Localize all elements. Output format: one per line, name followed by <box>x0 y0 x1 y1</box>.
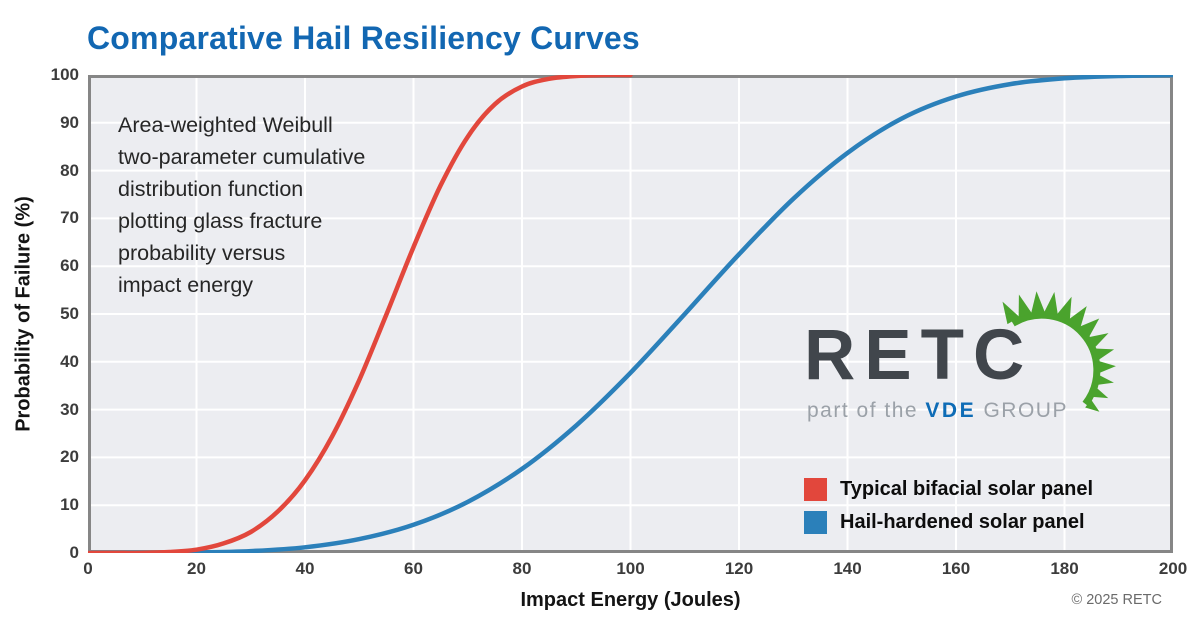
y-tick-label: 40 <box>60 351 79 371</box>
y-tick-label: 80 <box>60 160 79 180</box>
y-tick-label: 0 <box>69 543 79 562</box>
legend: Typical bifacial solar panel Hail-hardene… <box>804 477 1093 543</box>
curve-typical-bifacial-solar-panel <box>88 75 633 553</box>
x-tick-label: 80 <box>512 559 532 578</box>
y-tick-label: 100 <box>50 65 79 84</box>
x-tick-label: 0 <box>83 559 93 578</box>
annotation-line: plotting glass fracture <box>118 209 323 233</box>
annotation-line: probability versus <box>118 241 286 265</box>
legend-swatch <box>804 510 827 534</box>
y-tick-label: 30 <box>60 399 79 419</box>
retc-sun-icon <box>1002 291 1116 412</box>
tagline-suffix: GROUP <box>983 399 1068 422</box>
y-tick-label: 50 <box>60 304 79 323</box>
x-tick-label: 20 <box>187 559 206 578</box>
y-tick-label: 70 <box>60 208 79 228</box>
y-tick-label: 60 <box>60 256 79 276</box>
x-tick-label: 120 <box>724 559 754 578</box>
legend-row: Hail-hardened solar panel <box>804 510 1093 534</box>
x-tick-label: 180 <box>1050 559 1079 578</box>
legend-swatch <box>804 477 827 501</box>
retc-wordmark: RETC <box>804 316 1034 395</box>
annotation-line: impact energy <box>118 273 254 297</box>
plot-area: Area-weighted Weibull two-parameter cumu… <box>88 75 1173 553</box>
chart-title: Comparative Hail Resiliency Curves <box>87 20 640 56</box>
legend-label: Typical bifacial solar panel <box>840 477 1094 500</box>
annotation-line: Area-weighted Weibull <box>118 113 333 137</box>
x-tick-label: 100 <box>616 559 645 578</box>
y-tick-label: 20 <box>60 447 79 467</box>
x-tick-label: 200 <box>1158 559 1188 578</box>
curve-hail-hardened-solar-panel <box>88 75 1173 553</box>
y-tick-label: 90 <box>60 112 79 132</box>
x-tick-label: 160 <box>941 559 971 578</box>
tagline-prefix: part of the <box>807 399 919 422</box>
legend-label: Hail-hardened solar panel <box>840 510 1085 533</box>
legend-row: Typical bifacial solar panel <box>804 477 1093 501</box>
copyright: © 2025 RETC <box>1071 592 1162 608</box>
x-tick-label: 140 <box>833 559 862 578</box>
annotation-line: distribution function <box>118 177 304 201</box>
x-tick-label: 40 <box>295 559 315 578</box>
annotation-line: two-parameter cumulative <box>118 145 366 169</box>
retc-tagline: part of the VDE GROUP <box>807 399 1068 423</box>
chart-canvas <box>88 75 1173 553</box>
chart-annotation: Area-weighted Weibull two-parameter cumu… <box>118 109 365 301</box>
x-tick-label: 60 <box>404 559 423 578</box>
y-tick-label: 10 <box>60 495 79 515</box>
x-axis-title: Impact Energy (Joules) <box>520 589 741 611</box>
vde-logo-text: VDE <box>925 399 977 422</box>
